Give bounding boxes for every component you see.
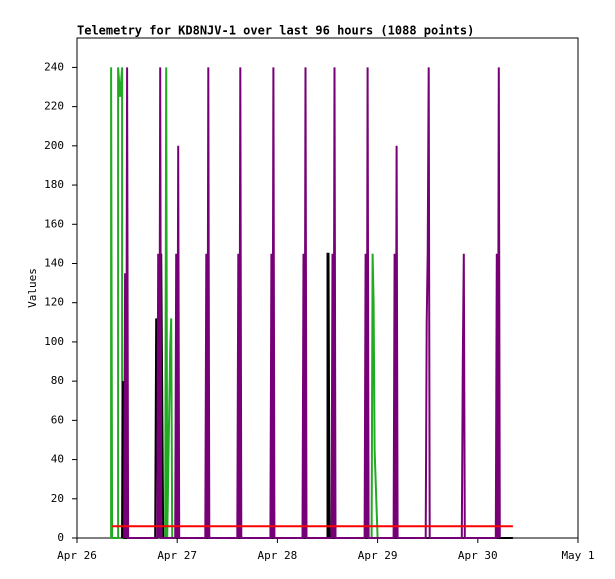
x-tick-label: Apr 28 [258, 549, 298, 562]
y-axis-label: Values [26, 268, 39, 308]
chart-title: Telemetry for KD8NJV-1 over last 96 hour… [77, 24, 474, 38]
y-tick-label: 60 [51, 413, 64, 426]
y-tick-label: 80 [51, 374, 64, 387]
x-tick-label: Apr 29 [358, 549, 398, 562]
y-tick-label: 180 [44, 178, 64, 191]
x-tick-label: Apr 26 [57, 549, 97, 562]
y-tick-label: 40 [51, 453, 64, 466]
x-tick-label: May 1 [561, 549, 594, 562]
x-tick-label: Apr 27 [157, 549, 197, 562]
x-tick-label: Apr 30 [458, 549, 498, 562]
y-tick-label: 200 [44, 139, 64, 152]
y-tick-label: 20 [51, 492, 64, 505]
y-tick-label: 100 [44, 335, 64, 348]
y-tick-label: 160 [44, 217, 64, 230]
series-line [110, 67, 379, 539]
series-line [123, 67, 501, 539]
y-tick-label: 240 [44, 60, 64, 73]
y-tick-label: 0 [57, 531, 64, 544]
y-tick-label: 220 [44, 100, 64, 113]
y-tick-label: 140 [44, 256, 64, 269]
y-tick-label: 120 [44, 296, 64, 309]
